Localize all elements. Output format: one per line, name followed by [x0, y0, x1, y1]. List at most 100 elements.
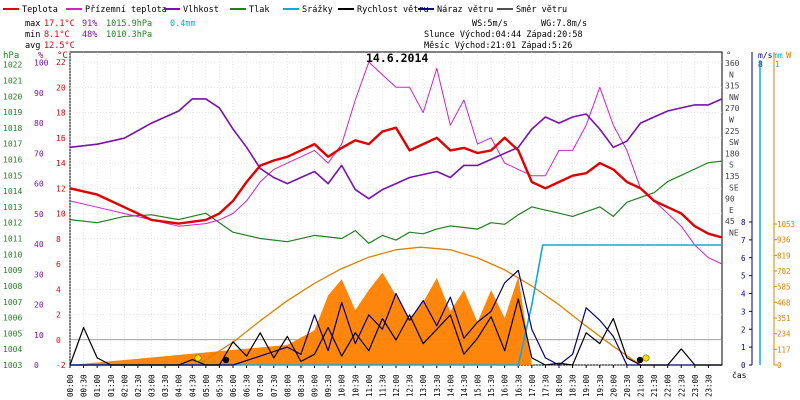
degc-tick-label: 4	[56, 285, 61, 294]
pct-tick-label: 100	[34, 59, 49, 68]
time-tick-label: 08:00	[283, 374, 292, 397]
series-srazky	[70, 244, 722, 366]
w-tick-label: 0	[777, 361, 782, 370]
time-tick-label: 14:30	[460, 374, 469, 397]
hpa-tick-label: 1004	[3, 345, 22, 354]
time-tick-label: 12:00	[392, 374, 401, 397]
direction-tick-label: 90	[725, 195, 735, 204]
time-tick-label: 02:00	[120, 374, 129, 397]
time-tick-label: 07:30	[270, 374, 279, 397]
series-teplota	[69, 126, 723, 239]
hpa-tick-label: 1009	[3, 266, 22, 275]
hpa-tick-label: 1008	[3, 282, 22, 291]
degc-tick-label: 12	[56, 184, 66, 193]
hpa-tick-label: 1021	[3, 76, 22, 85]
time-tick-label: 07:00	[256, 374, 265, 397]
time-tick-label: 13:30	[433, 374, 442, 397]
time-tick-label: 03:00	[148, 374, 157, 397]
time-tick-label: 20:30	[623, 374, 632, 397]
stats-avg-temp: 12.5°C	[44, 41, 75, 51]
hpa-tick-label: 1022	[3, 61, 22, 70]
pct-tick-label: 90	[34, 89, 44, 98]
time-tick-label: 16:00	[501, 374, 510, 397]
stats-moon: Měsíc Východ:21:01 Západ:5:26	[424, 41, 572, 51]
time-tick-label: 06:30	[243, 374, 252, 397]
hpa-tick-label: 1020	[3, 92, 22, 101]
direction-tick-label: NW	[729, 93, 739, 102]
pct-tick-label: 70	[34, 149, 44, 158]
time-tick-label: 17:30	[541, 374, 550, 397]
hpa-tick-label: 1003	[3, 361, 22, 370]
axis-header-mm: mm	[773, 51, 783, 60]
time-axis: 00:00 00:30 01:00 01:30 02:00 02:30 03:00 03:30…	[66, 365, 713, 397]
time-tick-label: 08:30	[297, 374, 306, 397]
time-tick-label: 10:00	[338, 374, 347, 397]
stats-min-temp: 8.1°C	[44, 30, 70, 40]
stats-wg: WG:7.8m/s	[541, 19, 587, 29]
pct-tick-label: 40	[34, 240, 44, 249]
right-axes: 360N315NW270W225SW180S135SE90E45NE012345…	[725, 59, 795, 370]
degc-tick-label: 20	[56, 83, 66, 92]
time-tick-label: 06:00	[229, 374, 238, 397]
stats-max-temp: 17.1°C	[44, 19, 75, 29]
hpa-tick-label: 1019	[3, 108, 22, 117]
direction-tick-label: 135	[725, 172, 740, 181]
degc-tick-label: 8	[56, 235, 61, 244]
time-tick-label: 23:30	[704, 374, 713, 397]
axis-header-degc: °C	[57, 51, 68, 61]
time-tick-label: 17:00	[528, 374, 537, 397]
series-vlhkost	[69, 98, 723, 200]
direction-tick-label: NE	[729, 229, 739, 238]
degc-tick-label: 16	[56, 134, 66, 143]
w-tick-label: 468	[777, 298, 791, 307]
time-tick-label: 11:30	[378, 374, 387, 397]
time-tick-label: 00:00	[66, 374, 75, 397]
direction-tick-label: 315	[725, 82, 740, 91]
series-slunecni-zareni	[70, 272, 722, 365]
legend-label: Přízemní teplota	[85, 5, 167, 15]
time-tick-label: 21:30	[650, 374, 659, 397]
hpa-tick-label: 1016	[3, 155, 22, 164]
legend-label: Vlhkost	[183, 5, 219, 15]
hpa-tick-label: 1010	[3, 250, 22, 259]
degc-tick-label: 18	[56, 109, 66, 118]
hpa-tick-label: 1018	[3, 124, 22, 133]
time-tick-label: 23:00	[691, 374, 700, 397]
w-tick-label: 702	[777, 267, 791, 276]
degc-tick-label: 14	[56, 159, 66, 168]
time-tick-label: 11:00	[365, 374, 374, 397]
stats-max-hum: 91%	[82, 19, 97, 29]
w-tick-label: 234	[777, 330, 791, 339]
hpa-tick-label: 1007	[3, 298, 22, 307]
ms-tick-label: 3	[741, 307, 746, 316]
pct-tick-label: 50	[34, 210, 44, 219]
time-tick-label: 19:30	[596, 374, 605, 397]
direction-tick-label: N	[729, 70, 734, 79]
stats-max-label: max	[25, 19, 40, 29]
ms-tick-label: 0	[741, 361, 746, 370]
sunrise-marker	[194, 354, 202, 362]
time-tick-label: 10:30	[351, 374, 360, 397]
time-tick-label: 14:00	[446, 374, 455, 397]
time-tick-label: 05:00	[202, 374, 211, 397]
stats-max-rain: 0.4mm	[170, 19, 196, 29]
ms-tick-label: 5	[741, 272, 746, 281]
sunrise-dot	[222, 356, 230, 364]
series-teoreticke-zareni	[197, 246, 641, 366]
time-tick-label: 16:30	[514, 374, 523, 397]
hpa-tick-label: 1015	[3, 171, 22, 180]
ms-tick-label: 7	[741, 236, 746, 245]
pct-tick-label: 20	[34, 301, 44, 310]
series-tlak	[69, 160, 723, 244]
stats-max-press: 1015.9hPa	[106, 19, 152, 29]
stats-min-hum: 48%	[82, 30, 97, 40]
stats-min-label: min	[25, 30, 40, 40]
direction-tick-label: 360	[725, 59, 740, 68]
axis-header-dir: °	[726, 51, 731, 61]
sunset-marker	[642, 354, 650, 362]
time-tick-label: 19:00	[582, 374, 591, 397]
series-naraz-vetru	[70, 269, 722, 366]
hpa-tick-label: 1005	[3, 329, 22, 338]
time-tick-label: 22:30	[677, 374, 686, 397]
